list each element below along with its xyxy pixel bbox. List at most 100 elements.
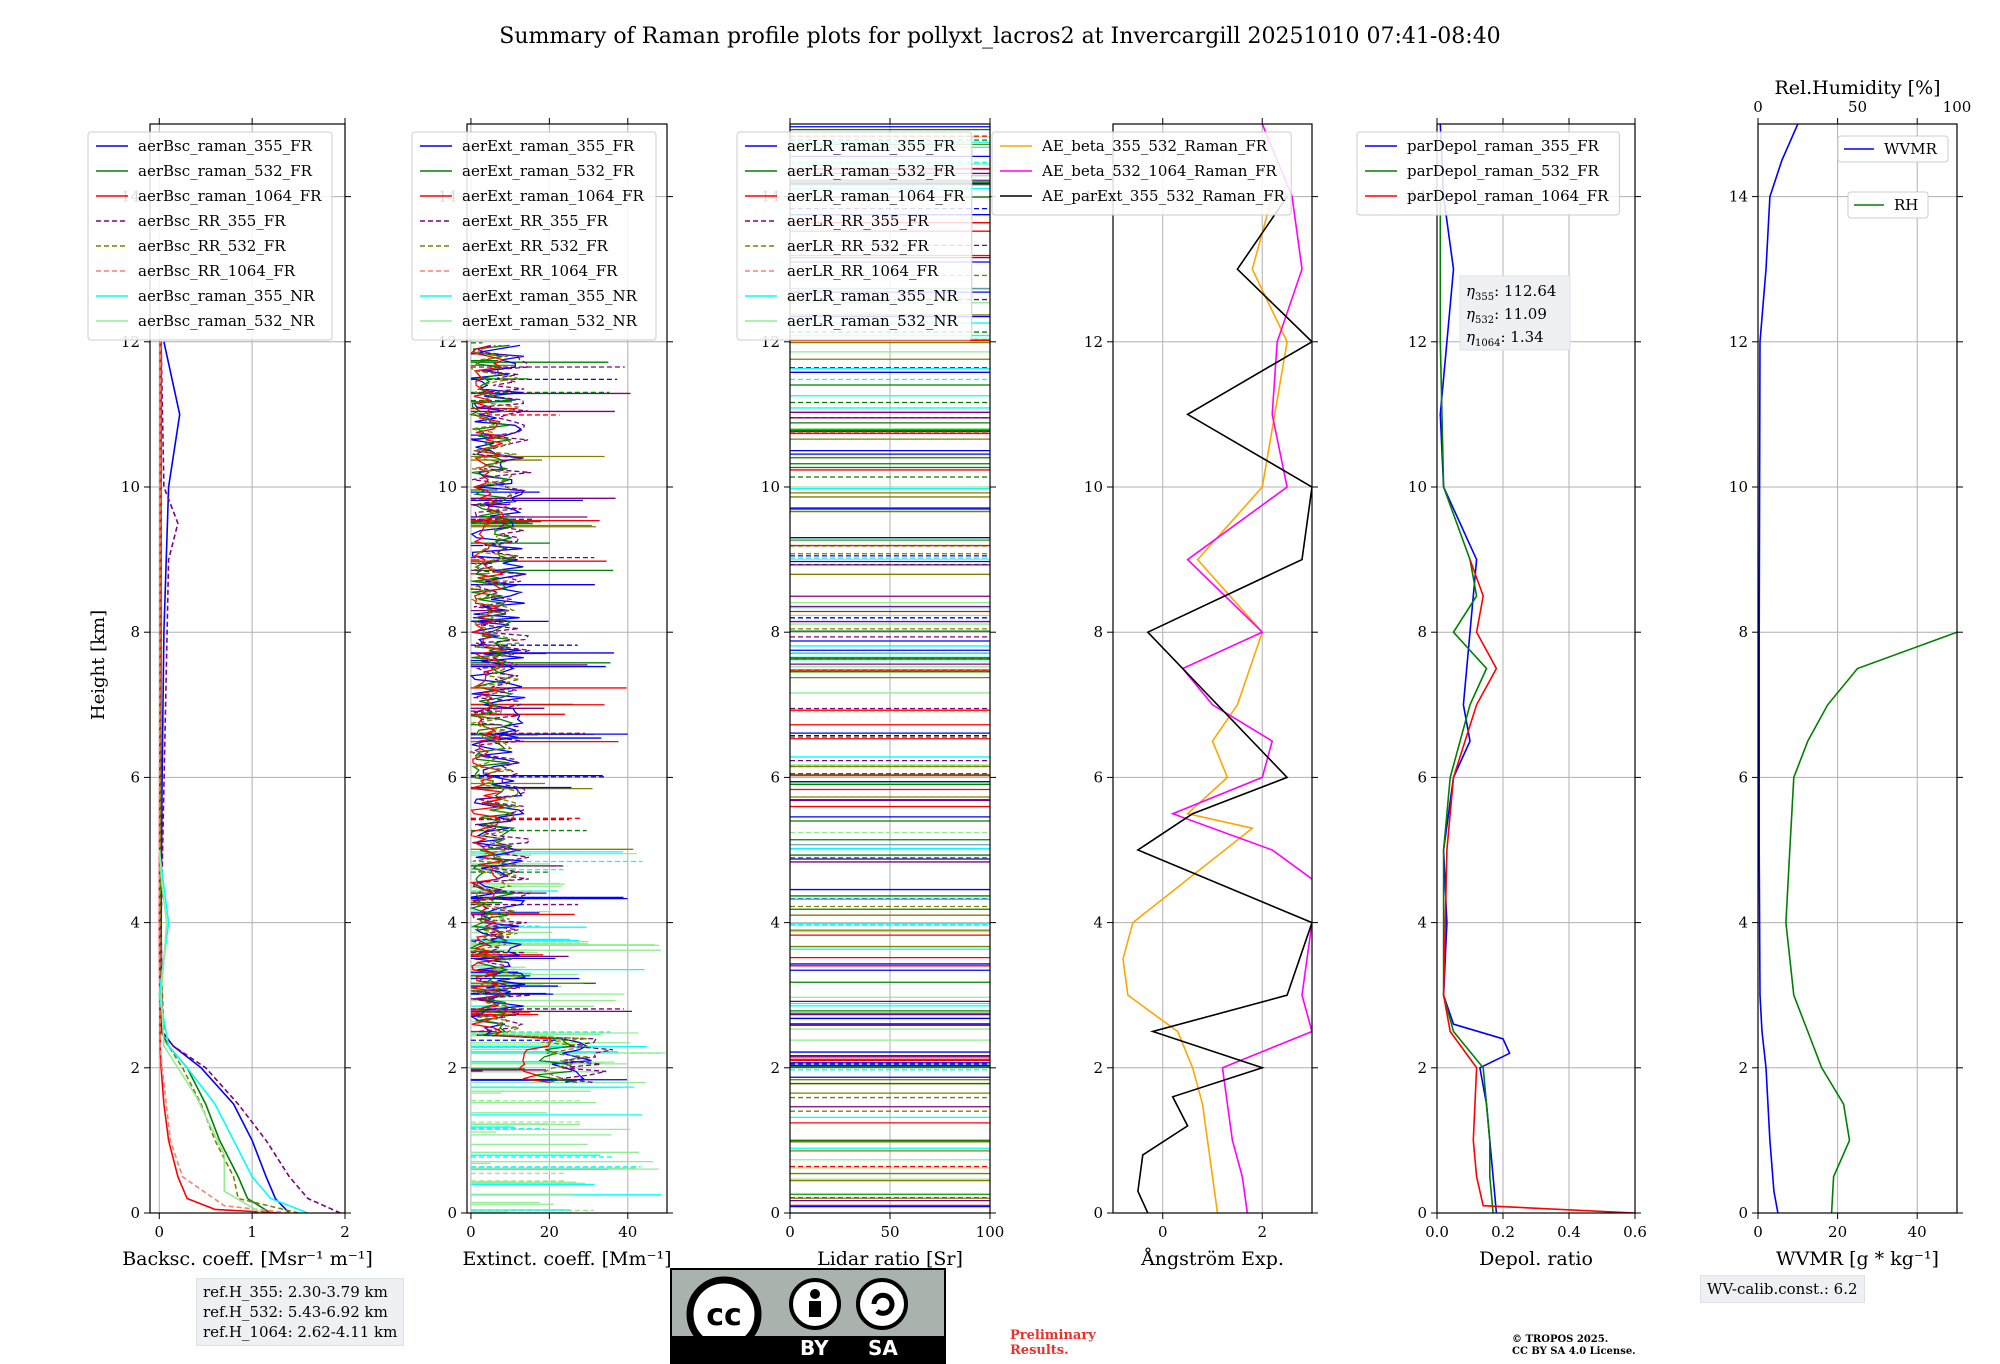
legend-label: aerBsc_raman_355_FR xyxy=(138,137,313,155)
y-tick-label: 6 xyxy=(1417,768,1427,786)
panels: 01202468101214Backsc. coeff. [Msr⁻¹ m⁻¹]… xyxy=(87,77,1971,1270)
y-tick-label: 0 xyxy=(1738,1204,1748,1222)
legend-label: aerExt_RR_532_FR xyxy=(462,237,609,255)
legend-label: aerExt_raman_355_FR xyxy=(462,137,635,155)
legend-label: AE_beta_355_532_Raman_FR xyxy=(1041,137,1268,155)
series-purple xyxy=(468,344,614,1083)
y-tick-label: 6 xyxy=(1738,768,1748,786)
x-tick-label: 2 xyxy=(1257,1223,1267,1241)
legend-label: aerExt_RR_1064_FR xyxy=(462,262,618,280)
legend-label: aerBsc_raman_532_FR xyxy=(138,162,313,180)
legend-box xyxy=(1356,131,1620,216)
panel-lr: 05010002468101214Lidar ratio [Sr]aerLR_r… xyxy=(736,118,1005,1270)
legend-label: aerBsc_RR_1064_FR xyxy=(138,262,296,280)
series-AE_beta_532_1064_Raman_FR xyxy=(1170,124,1312,1213)
x-tick-label: 40 xyxy=(618,1223,637,1241)
x-tick-label: 2 xyxy=(340,1223,350,1241)
copyright-note: © TROPOS 2025. CC BY SA 4.0 License. xyxy=(1512,1334,1636,1358)
legend-label: aerLR_raman_532_NR xyxy=(787,312,958,330)
legend-box xyxy=(1837,135,1949,163)
axes-frame xyxy=(466,123,668,1214)
cc-by-sa-license-badge: cc BY SA xyxy=(670,1268,946,1364)
y-tick-label: 10 xyxy=(1408,478,1427,496)
x-tick-label: 0 xyxy=(155,1223,165,1241)
x-tick-label: 0.4 xyxy=(1557,1223,1581,1241)
y-tick-label: 4 xyxy=(447,914,457,932)
legend-label: aerExt_RR_355_FR xyxy=(462,212,609,230)
legend-label: aerExt_raman_532_FR xyxy=(462,162,635,180)
wv-calibration-box: WV-calib.const.: 6.2 xyxy=(1700,1275,1865,1303)
x-tick-label: 0.2 xyxy=(1491,1223,1515,1241)
plot-area-ae xyxy=(1122,124,1312,1213)
axes-frame xyxy=(1757,123,1958,1214)
y-tick-label: 6 xyxy=(447,768,457,786)
preliminary-line-2: Results. xyxy=(1010,1343,1069,1358)
legend-label: aerBsc_raman_1064_FR xyxy=(138,187,322,205)
legend-label: aerLR_raman_355_NR xyxy=(787,287,958,305)
legend-label: RH xyxy=(1894,196,1918,214)
y-tick-label: 0 xyxy=(1417,1204,1427,1222)
y-tick-label: 2 xyxy=(770,1059,780,1077)
legend-label: aerLR_RR_1064_FR xyxy=(787,262,939,280)
preliminary-line-1: Preliminary xyxy=(1010,1328,1096,1343)
figure-title: Summary of Raman profile plots for polly… xyxy=(499,24,1500,49)
x-tick-label: 100 xyxy=(976,1223,1005,1241)
y-tick-label: 2 xyxy=(1417,1059,1427,1077)
series-aerBsc_RR_1064_FR xyxy=(158,341,290,1213)
series-aerBsc_RR_355_FR xyxy=(160,341,341,1213)
y-tick-label: 4 xyxy=(1093,914,1103,932)
series-aerBsc_raman_1064_FR xyxy=(158,341,281,1213)
legend-label: aerLR_raman_532_FR xyxy=(787,162,956,180)
y-tick-label: 12 xyxy=(1408,333,1427,351)
series-green xyxy=(469,344,577,1083)
x-tick-label: 40 xyxy=(1908,1223,1927,1241)
y-tick-label: 8 xyxy=(447,623,457,641)
series-parDepol_raman_532_FR xyxy=(1439,196,1494,1213)
legend-label: aerLR_raman_355_FR xyxy=(787,137,956,155)
legend-label: aerBsc_RR_532_FR xyxy=(138,237,286,255)
legend-label: parDepol_raman_1064_FR xyxy=(1407,187,1609,205)
badge-by-label: BY xyxy=(800,1336,829,1360)
legend-label: aerBsc_RR_355_FR xyxy=(138,212,286,230)
x-tick-label: 20 xyxy=(1828,1223,1847,1241)
y-tick-label: 12 xyxy=(1729,333,1748,351)
top-tick-label: 0 xyxy=(1753,98,1763,116)
series-aerBsc_raman_532_NR xyxy=(158,849,262,1213)
y-tick-label: 8 xyxy=(770,623,780,641)
y-tick-label: 10 xyxy=(121,478,140,496)
y-tick-label: 2 xyxy=(1093,1059,1103,1077)
legend-label: AE_beta_532_1064_Raman_FR xyxy=(1041,162,1277,180)
y-tick-label: 2 xyxy=(1738,1059,1748,1077)
legend-label: aerExt_raman_355_NR xyxy=(462,287,638,305)
y-tick-label: 10 xyxy=(761,478,780,496)
series-aerBsc_raman_355_NR xyxy=(158,849,309,1213)
series-parDepol_raman_1064_FR xyxy=(1442,559,1635,1213)
share-alike-icon xyxy=(856,1278,908,1330)
x-tick-label: 0 xyxy=(466,1223,476,1241)
series-RH xyxy=(1785,631,1957,1213)
legend-box xyxy=(991,131,1292,216)
legend-box xyxy=(736,131,973,341)
y-tick-label: 2 xyxy=(130,1059,140,1077)
y-tick-label: 8 xyxy=(1417,623,1427,641)
y-tick-label: 10 xyxy=(1729,478,1748,496)
legend-label: aerExt_raman_532_NR xyxy=(462,312,638,330)
y-tick-label: 14 xyxy=(1729,188,1748,206)
y-tick-label: 8 xyxy=(1738,623,1748,641)
panel-bsc: 01202468101214Backsc. coeff. [Msr⁻¹ m⁻¹]… xyxy=(87,118,373,1270)
ref-height-532: ref.H_532: 5.43-6.92 km xyxy=(203,1303,388,1321)
legend-label: aerLR_raman_1064_FR xyxy=(787,187,965,205)
y-tick-label: 0 xyxy=(447,1204,457,1222)
preliminary-results-note: Preliminary Results. xyxy=(1010,1328,1096,1358)
y-tick-label: 6 xyxy=(130,768,140,786)
y-tick-label: 4 xyxy=(1738,914,1748,932)
x-tick-label: 0.0 xyxy=(1425,1223,1449,1241)
legend-label: parDepol_raman_532_FR xyxy=(1407,162,1600,180)
legend-label: WVMR xyxy=(1884,140,1938,158)
legend-label: aerExt_raman_1064_FR xyxy=(462,187,644,205)
eta-label: η1064: 1.34 xyxy=(1466,328,1544,349)
y-tick-label: 4 xyxy=(1417,914,1427,932)
legend-box xyxy=(1847,191,1929,219)
series-olive xyxy=(469,344,588,1083)
